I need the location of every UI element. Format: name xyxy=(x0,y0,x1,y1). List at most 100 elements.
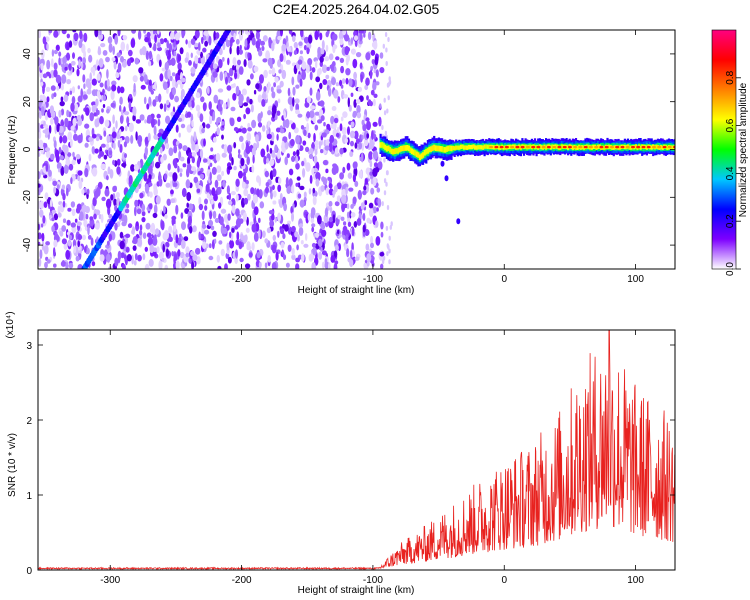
noise-blob xyxy=(186,126,191,131)
noise-blob xyxy=(157,118,161,127)
noise-blob xyxy=(53,263,57,268)
noise-blob xyxy=(200,51,203,59)
noise-blob xyxy=(216,174,222,182)
noise-blob xyxy=(213,238,217,244)
noise-blob xyxy=(144,36,150,43)
noise-blob xyxy=(147,164,153,175)
noise-blob xyxy=(172,79,176,88)
x-tick-label: -100 xyxy=(363,274,383,285)
noise-blob xyxy=(97,49,102,56)
noise-blob xyxy=(102,88,105,95)
noise-blob xyxy=(195,104,201,112)
noise-blob xyxy=(117,250,122,261)
noise-blob xyxy=(372,176,377,187)
noise-blob xyxy=(66,33,71,39)
noise-blob xyxy=(362,224,366,233)
noise-blob xyxy=(312,187,316,194)
noise-blob xyxy=(272,184,275,191)
noise-blob xyxy=(359,62,363,69)
noise-blob xyxy=(283,110,287,120)
noise-blob xyxy=(139,192,144,199)
noise-blob xyxy=(310,210,315,220)
carrier-cell xyxy=(384,144,387,151)
noise-blob xyxy=(201,36,204,45)
noise-blob xyxy=(186,191,192,202)
noise-blob xyxy=(68,63,72,71)
noise-blob xyxy=(313,155,318,164)
noise-blob xyxy=(271,158,275,165)
noise-blob xyxy=(50,110,56,119)
noise-blob xyxy=(81,43,86,54)
noise-blob xyxy=(292,35,296,42)
noise-blob xyxy=(270,86,274,93)
noise-blob xyxy=(239,135,244,142)
noise-blob xyxy=(136,208,142,215)
noise-blob xyxy=(322,64,328,73)
noise-blob xyxy=(77,134,83,144)
noise-blob xyxy=(212,63,218,69)
noise-blob xyxy=(99,82,104,88)
noise-blob xyxy=(347,257,352,263)
noise-blob xyxy=(372,121,378,127)
noise-blob xyxy=(379,251,385,257)
noise-blob xyxy=(241,181,246,189)
noise-blob xyxy=(348,78,353,87)
noise-blob xyxy=(319,32,323,41)
noise-blob xyxy=(193,176,199,184)
carrier-cell xyxy=(400,146,403,152)
noise-blob xyxy=(177,249,181,257)
colorbar-gradient xyxy=(712,30,736,269)
noise-blob xyxy=(169,180,173,190)
noise-blob xyxy=(204,229,210,235)
noise-blob xyxy=(229,231,232,239)
noise-blob xyxy=(73,32,79,41)
noise-blob xyxy=(321,40,325,50)
noise-blob xyxy=(79,30,83,40)
noise-blob xyxy=(56,184,60,190)
noise-blob xyxy=(303,243,309,248)
noise-blob xyxy=(98,33,104,41)
noise-blob xyxy=(139,114,145,121)
noise-blob xyxy=(328,53,334,61)
noise-blob xyxy=(206,86,210,95)
noise-blob xyxy=(48,73,52,79)
noise-blob xyxy=(371,130,374,140)
noise-blob xyxy=(121,221,127,227)
noise-blob xyxy=(320,115,325,122)
noise-blob xyxy=(363,32,366,38)
noise-blob xyxy=(227,213,231,221)
noise-blob xyxy=(171,216,176,227)
carrier-cell xyxy=(497,145,500,150)
carrier-cell xyxy=(453,146,456,151)
noise-blob xyxy=(189,226,193,234)
noise-blob xyxy=(103,130,107,137)
noise-blob xyxy=(65,158,71,167)
noise-blob xyxy=(91,104,96,113)
noise-blob xyxy=(386,108,389,114)
noise-blob xyxy=(43,120,46,126)
noise-blob xyxy=(213,94,219,104)
noise-blob xyxy=(99,254,105,262)
noise-blob xyxy=(38,152,41,157)
noise-blob xyxy=(157,132,163,138)
noise-blob xyxy=(66,219,71,226)
noise-blob xyxy=(342,30,347,36)
noise-blob xyxy=(380,221,384,230)
carrier-cell xyxy=(477,145,480,150)
noise-blob xyxy=(363,185,367,191)
noise-blob xyxy=(232,93,237,101)
noise-blob xyxy=(188,215,193,226)
noise-blob xyxy=(80,62,84,69)
noise-blob xyxy=(182,145,188,152)
noise-blob xyxy=(212,230,217,237)
noise-blob xyxy=(91,133,97,139)
noise-blob xyxy=(229,117,235,127)
noise-blob xyxy=(246,241,251,250)
carrier-cell xyxy=(423,150,426,156)
noise-blob xyxy=(251,119,257,129)
noise-blob xyxy=(272,190,277,198)
carrier-cell xyxy=(571,145,574,150)
noise-blob xyxy=(106,134,111,144)
noise-blob xyxy=(300,125,305,130)
noise-blob xyxy=(237,59,241,66)
